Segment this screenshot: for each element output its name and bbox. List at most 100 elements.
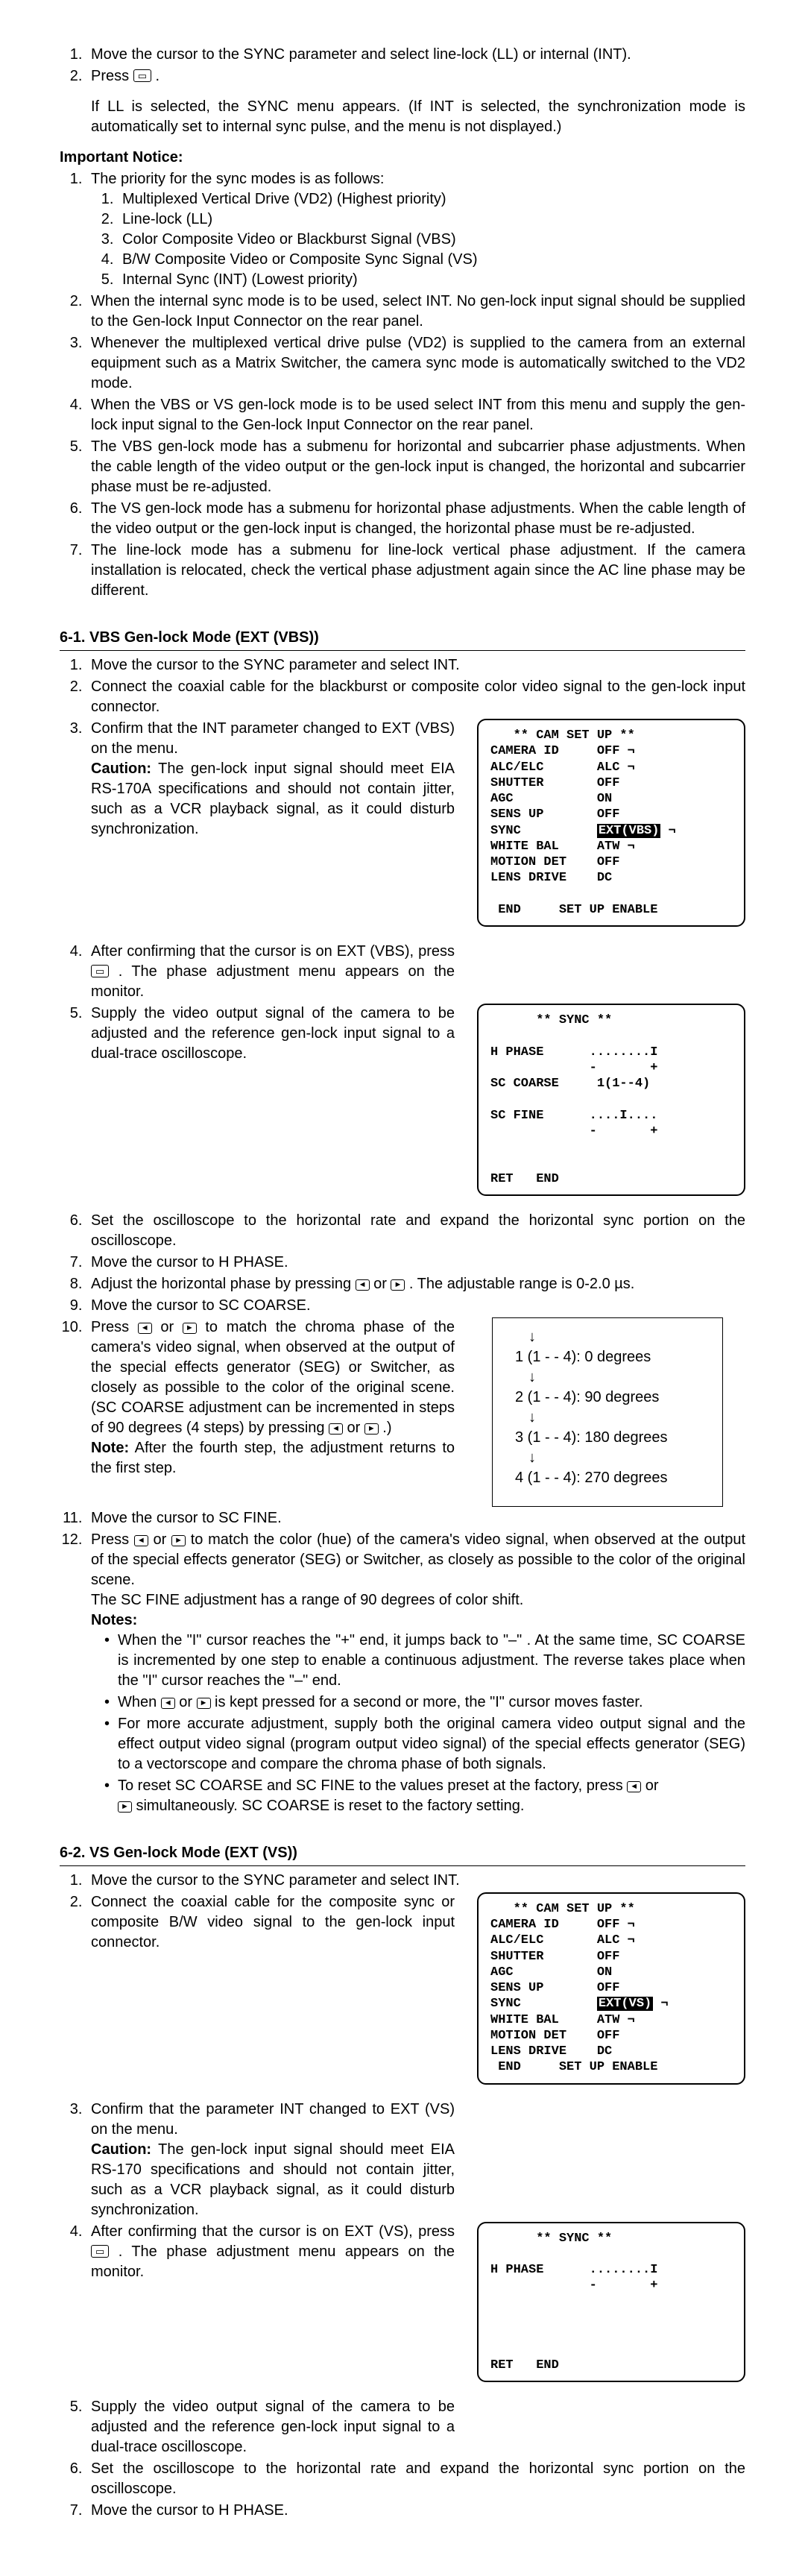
menu-sync-vs: ** SYNC ** H PHASE ........I - + RET END <box>477 2222 745 2382</box>
menu-cam-setup-vs: ** CAM SET UP ** CAMERA ID OFF ¬ ALC/ELC… <box>477 1892 745 2085</box>
menu-line: SYNC <box>490 1997 597 2011</box>
step: After confirming that the cursor is on E… <box>86 2222 745 2396</box>
notes-list: When the "I" cursor reaches the "+" end,… <box>91 1631 745 1816</box>
note-item: When ◄ or ► is kept pressed for a second… <box>104 1692 745 1713</box>
menu-line: ALC/ELC ALC ¬ <box>490 760 635 775</box>
intro-step-2: Press ▭ . <box>86 66 745 86</box>
text: . The phase adjustment menu appears on t… <box>91 963 455 1000</box>
menu-line: SYNC <box>490 824 597 838</box>
menu-cam-setup-vbs: ** CAM SET UP ** CAMERA ID OFF ¬ ALC/ELC… <box>477 719 745 927</box>
notice-item: The priority for the sync modes is as fo… <box>86 169 745 290</box>
menu-line: SHUTTER OFF <box>490 1950 619 1964</box>
text: After confirming that the cursor is on E… <box>91 943 455 960</box>
text: or <box>343 1420 364 1436</box>
menu-title: ** CAM SET UP ** <box>490 1902 635 1916</box>
step: Confirm that the parameter INT changed t… <box>86 2100 745 2220</box>
menu-line: ALC/ELC ALC ¬ <box>490 1933 635 1947</box>
notice-list: The priority for the sync modes is as fo… <box>60 169 745 601</box>
menu-line: SENS UP OFF <box>490 807 619 822</box>
menu-line: SENS UP OFF <box>490 1981 619 1995</box>
text: Adjust the horizontal phase by pressing <box>91 1276 356 1292</box>
step-line: 3 (1 - - 4): 180 degrees <box>515 1423 700 1452</box>
text: The SC FINE adjustment has a range of 90… <box>91 1592 523 1608</box>
text: Press <box>91 1319 138 1335</box>
menu-line: LENS DRIVE DC <box>490 2044 612 2059</box>
intro-steps: Move the cursor to the SYNC parameter an… <box>60 45 745 86</box>
menu-highlight: EXT(VBS) <box>597 824 661 838</box>
priority-item: Internal Sync (INT) (Lowest priority) <box>118 270 745 290</box>
step: Supply the video output signal of the ca… <box>86 2397 745 2457</box>
menu-line: AGC ON <box>490 792 612 806</box>
text: to match the chroma phase of the camera'… <box>91 1319 455 1436</box>
left-icon: ◄ <box>329 1423 343 1435</box>
text: Press <box>91 68 133 84</box>
text: Supply the video output signal of the ca… <box>91 1004 455 1064</box>
right-icon: ► <box>118 1801 132 1813</box>
step-line: 2 (1 - - 4): 90 degrees <box>515 1382 700 1412</box>
menu-sync-vbs: ** SYNC ** H PHASE ........I - + SC COAR… <box>477 1004 745 1196</box>
text: Move the cursor to the SYNC parameter an… <box>91 46 631 63</box>
text: or <box>175 1694 197 1710</box>
note-item: When the "I" cursor reaches the "+" end,… <box>104 1631 745 1691</box>
notice-item: When the VBS or VS gen-lock mode is to b… <box>86 395 745 435</box>
menu-line: SHUTTER OFF <box>490 776 619 790</box>
menu-line: - + <box>490 1061 657 1075</box>
intro-followup: If LL is selected, the SYNC menu appears… <box>60 97 745 137</box>
text: is kept pressed for a second or more, th… <box>211 1694 643 1710</box>
right-icon: ► <box>364 1423 379 1435</box>
text: to match the color (hue) of the camera's… <box>91 1531 745 1588</box>
menu-line: CAMERA ID OFF ¬ <box>490 1918 635 1932</box>
text: or <box>370 1276 391 1292</box>
priority-list: Multiplexed Vertical Drive (VD2) (Highes… <box>91 189 745 290</box>
step: Press ◄ or ► to match the chroma phase o… <box>86 1317 745 1507</box>
right-icon: ► <box>171 1535 186 1546</box>
notice-item: When the internal sync mode is to be use… <box>86 292 745 332</box>
step: Confirm that the INT parameter changed t… <box>86 719 745 940</box>
notice-item: The line-lock mode has a submenu for lin… <box>86 541 745 601</box>
step: Connect the coaxial cable for the compos… <box>86 1892 745 2098</box>
step-line: 1 (1 - - 4): 0 degrees <box>515 1342 700 1372</box>
priority-item: Line-lock (LL) <box>118 210 745 230</box>
menu-line: - + <box>490 1124 657 1139</box>
step: Set the oscilloscope to the horizontal r… <box>86 2459 745 2499</box>
text: or <box>152 1319 183 1335</box>
left-icon: ◄ <box>138 1323 152 1334</box>
text: After confirming that the cursor is on E… <box>91 2223 455 2240</box>
step: Move the cursor to SC FINE. <box>86 1508 745 1528</box>
left-icon: ◄ <box>134 1535 148 1546</box>
priority-item: Multiplexed Vertical Drive (VD2) (Highes… <box>118 189 745 210</box>
section-6-1-steps: Move the cursor to the SYNC parameter an… <box>60 655 745 1816</box>
important-notice-heading: Important Notice: <box>60 148 745 168</box>
notes-label: Notes: <box>91 1612 137 1628</box>
notice-item: The VS gen-lock mode has a submenu for h… <box>86 499 745 539</box>
menu-line: H PHASE ........I <box>490 2263 657 2277</box>
menu-line: WHITE BAL ATW ¬ <box>490 2013 635 2027</box>
enter-icon: ▭ <box>91 2245 109 2258</box>
menu-title: ** SYNC ** <box>490 2232 612 2246</box>
menu-line: AGC ON <box>490 1965 612 1980</box>
left-icon: ◄ <box>356 1279 370 1291</box>
left-icon: ◄ <box>161 1698 175 1709</box>
menu-highlight: EXT(VS) <box>597 1997 653 2011</box>
menu-line: END SET UP ENABLE <box>490 2060 657 2074</box>
note-text: After the fourth step, the adjustment re… <box>91 1440 455 1476</box>
menu-line: MOTION DET OFF <box>490 2029 619 2043</box>
right-icon: ► <box>391 1279 405 1291</box>
menu-line: - + <box>490 2279 657 2293</box>
menu-line: RET END <box>490 1172 559 1186</box>
intro-step-1: Move the cursor to the SYNC parameter an… <box>86 45 745 65</box>
text: Supply the video output signal of the ca… <box>91 2397 455 2457</box>
text: Confirm that the INT parameter changed t… <box>91 720 455 757</box>
menu-line: MOTION DET OFF <box>490 855 619 869</box>
caution-label: Caution: <box>91 2141 151 2158</box>
right-icon: ► <box>197 1698 211 1709</box>
step: Move the cursor to the SYNC parameter an… <box>86 1871 745 1891</box>
note-item: For more accurate adjustment, supply bot… <box>104 1714 745 1774</box>
menu-line: END SET UP ENABLE <box>490 903 657 917</box>
text: . <box>151 68 160 84</box>
text: The priority for the sync modes is as fo… <box>91 169 745 189</box>
enter-icon: ▭ <box>91 965 109 977</box>
menu-line: H PHASE ........I <box>490 1045 657 1059</box>
text: .) <box>379 1420 392 1436</box>
step: Move the cursor to H PHASE. <box>86 2501 745 2521</box>
